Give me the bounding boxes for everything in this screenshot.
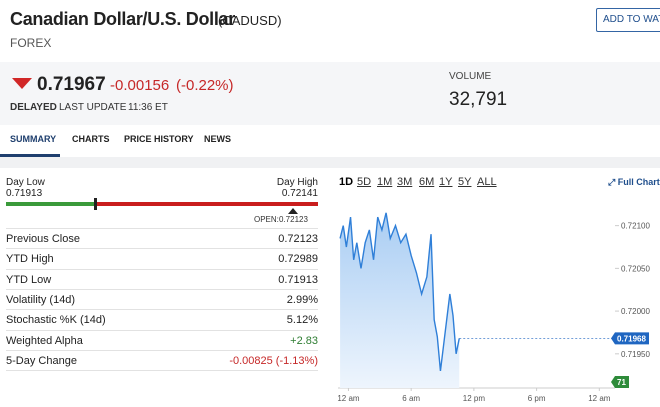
current-badge (611, 332, 649, 345)
tab[interactable]: NEWS (204, 134, 231, 144)
stat-value: 0.72989 (278, 253, 318, 266)
full-chart-link[interactable]: ⤢ Full Chart (608, 177, 660, 188)
period-button[interactable]: 1D (339, 176, 354, 188)
open-value: 0.72123 (279, 215, 308, 224)
day-high: 0.72141 (281, 188, 318, 199)
stat-row-line (6, 370, 318, 372)
down-arrow (12, 78, 32, 89)
stat-value: -0.00825 (-1.13%) (229, 354, 318, 367)
stat-label: Volatility (14d) (6, 293, 76, 306)
stat-row-line (6, 248, 318, 250)
period-button[interactable]: 3M (397, 176, 413, 188)
volume-badge-label: 71 (617, 378, 626, 387)
change: -0.00156 (110, 77, 170, 94)
active-tab-indicator (0, 154, 60, 157)
stat-label: Stochastic %K (14d) (6, 314, 106, 327)
tab[interactable]: CHARTS (72, 134, 110, 144)
open-label: OPEN: (254, 215, 279, 224)
full-chart-icon: ⤢ (608, 177, 618, 187)
x-tick-label: 6 pm (528, 394, 546, 403)
change-percent: (-0.22%) (176, 77, 234, 94)
volume: 32,791 (449, 89, 508, 110)
stat-label: YTD High (6, 253, 54, 266)
period-button[interactable]: ALL (477, 176, 497, 188)
range-low-bar (6, 202, 96, 206)
chart: 0.72100 0.72050 0.72000 0.71950 12 am 6 am 12 … (337, 212, 650, 403)
price: 0.71967 (37, 74, 106, 95)
tab[interactable]: SUMMARY (10, 134, 57, 144)
stat-label: YTD Low (6, 273, 52, 286)
x-tick-label: 12 am (337, 394, 360, 403)
stat-value: +2.83 (290, 334, 318, 347)
quote-band (0, 62, 660, 125)
symbol: (CADUSD) (218, 13, 282, 28)
stat-label: Weighted Alpha (6, 334, 83, 347)
day-low-label: Day Low (6, 177, 45, 188)
volume-badge (611, 376, 629, 388)
stat-value: 5.12% (286, 314, 318, 327)
stat-row-line (6, 228, 318, 229)
full-chart-text: Full Chart (617, 177, 660, 187)
category: FOREX (10, 36, 52, 50)
tab[interactable]: PRICE HISTORY (124, 134, 194, 144)
day-high-label: Day High (276, 177, 318, 188)
stat-row-line (6, 349, 318, 351)
stat-value: 0.71913 (278, 273, 318, 286)
period-button[interactable]: 5Y (458, 176, 472, 188)
stat-row-line (6, 268, 318, 270)
range-marker (94, 198, 97, 210)
day-low: 0.71913 (6, 188, 43, 199)
delayed: DELAYED (10, 102, 57, 113)
watchlist-button[interactable]: ADD TO WATC (596, 8, 660, 32)
stat-row-line (6, 309, 318, 311)
y-tick-label: 0.72050 (621, 264, 650, 273)
separator (0, 157, 660, 168)
title: Canadian Dollar/U.S. Dollar (10, 9, 235, 29)
x-tick-label: 6 am (402, 394, 420, 403)
period-button[interactable]: 1M (377, 176, 393, 188)
stat-label: 5-Day Change (6, 354, 77, 367)
y-tick-label: 0.72100 (621, 222, 650, 231)
x-tick-label: 12 am (588, 394, 611, 403)
last-update: 11:36 ET (128, 102, 168, 113)
x-tick-label: 12 pm (463, 394, 486, 403)
stat-value: 0.72123 (278, 233, 318, 245)
period-button[interactable]: 6M (419, 176, 435, 188)
range-high-bar (96, 202, 318, 206)
y-tick-label: 0.72000 (621, 307, 650, 316)
y-tick-label: 0.71950 (621, 350, 650, 359)
price-line (339, 212, 460, 371)
period-button[interactable]: 5D (357, 176, 372, 188)
volume-label: VOLUME (449, 71, 492, 82)
open-marker (288, 208, 298, 214)
stat-label: Previous Close (6, 233, 80, 245)
last-update-label: LAST UPDATE (59, 102, 127, 113)
stat-value: 2.99% (286, 293, 318, 306)
stat-row-line (6, 288, 318, 290)
stat-row-line (6, 329, 318, 331)
current-label: 0.71968 (617, 334, 646, 343)
period-button[interactable]: 1Y (439, 176, 453, 188)
